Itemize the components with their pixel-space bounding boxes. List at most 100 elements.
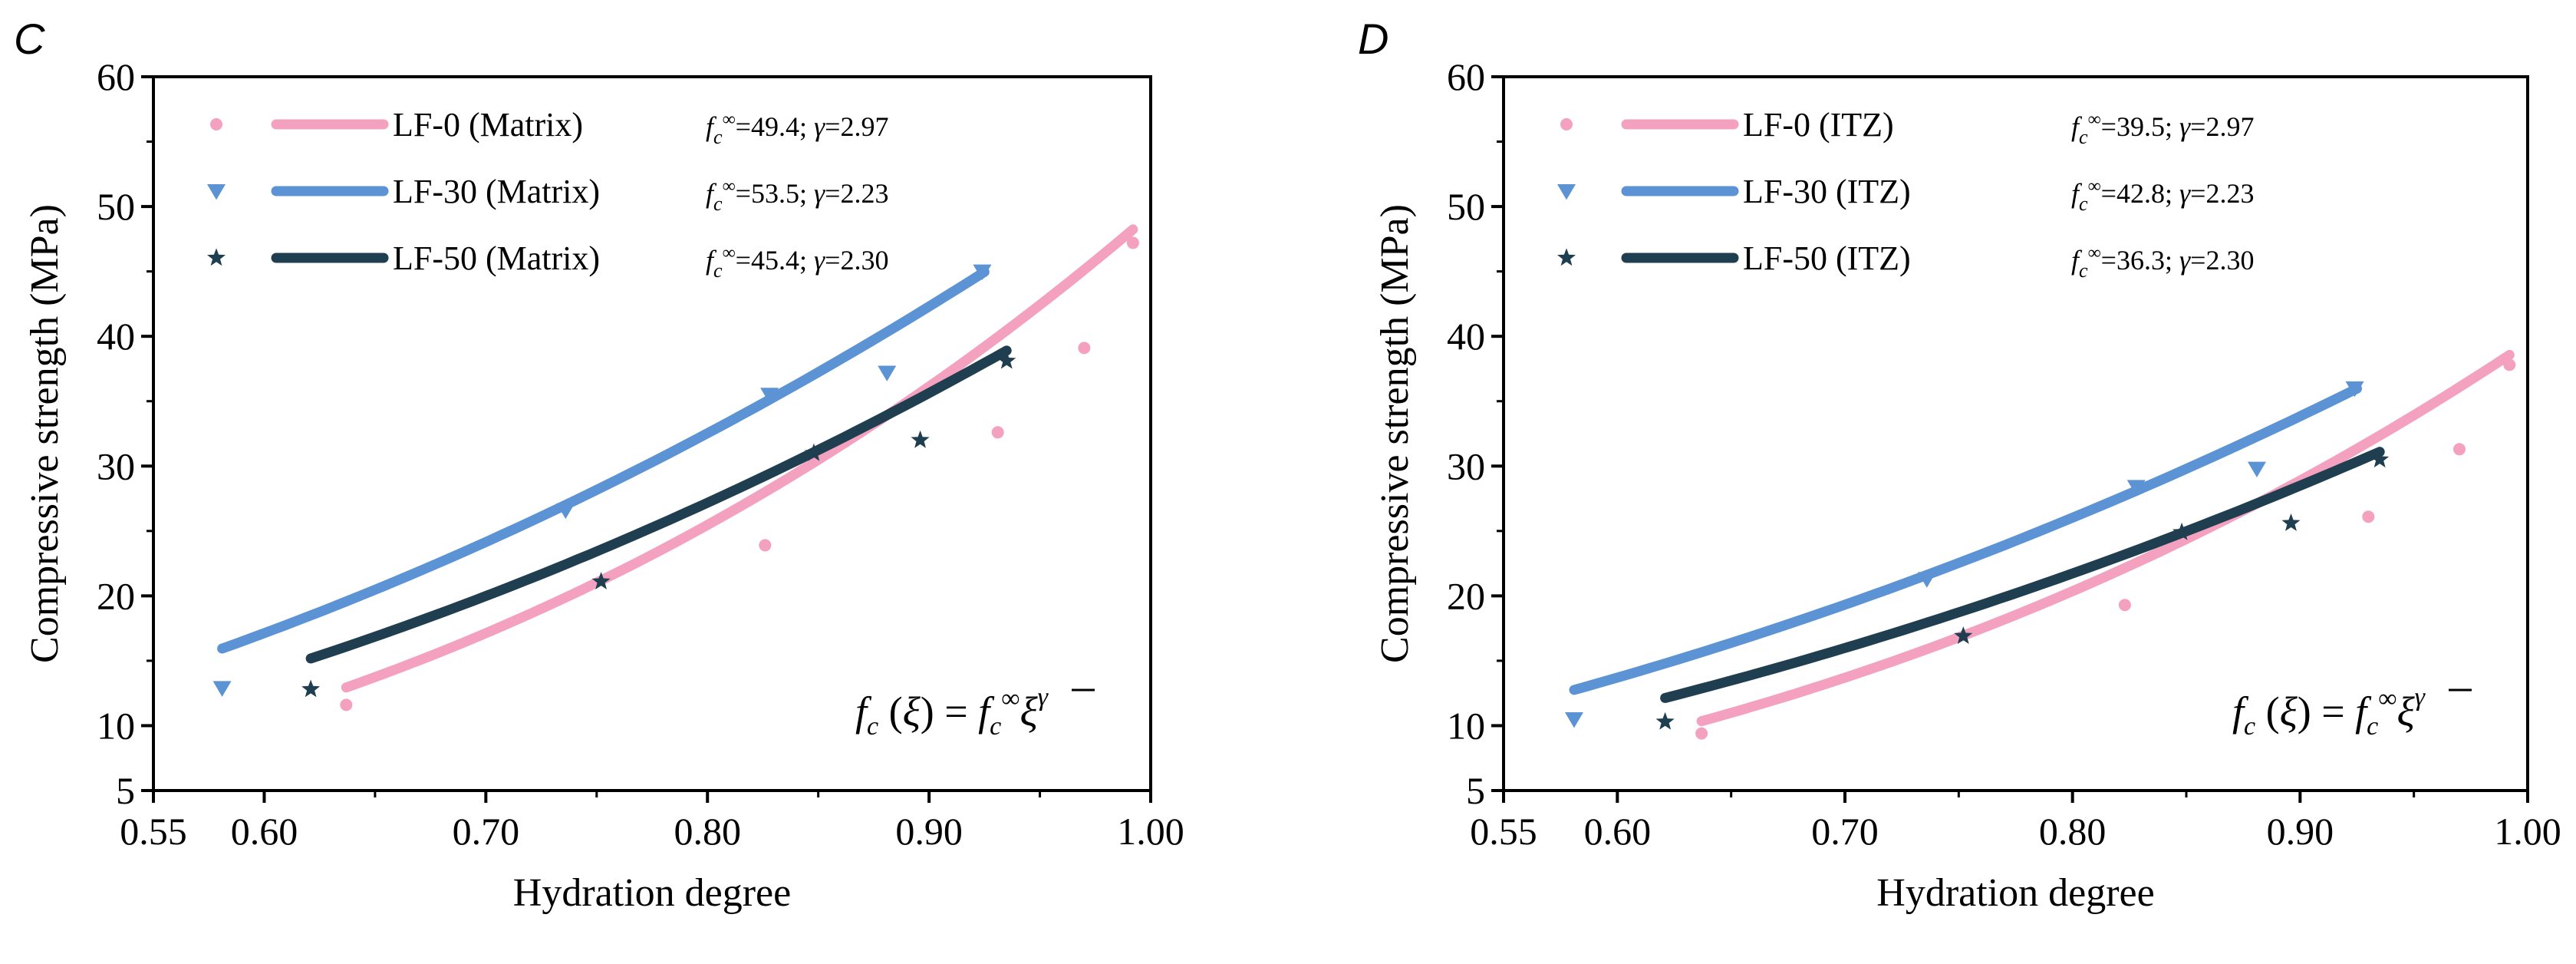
- y-tick-label: 30: [97, 444, 135, 487]
- data-point: [804, 443, 823, 461]
- param-annotation: fc∞=45.4; γ=2.30: [706, 243, 888, 282]
- data-point: [1695, 727, 1708, 740]
- y-axis-title: Compressive strength (MPa): [23, 204, 67, 663]
- y-tick-label: 60: [97, 55, 135, 98]
- y-tick-label: 60: [1447, 55, 1485, 98]
- x-axis-title: Hydration degree: [513, 871, 791, 915]
- x-tick-label: 1.00: [2494, 810, 2561, 853]
- data-point: [1078, 342, 1091, 355]
- fit-curve: [217, 266, 990, 654]
- y-tick-label: 5: [1466, 769, 1485, 812]
- y-tick-label: 40: [97, 315, 135, 358]
- legend-label: LF-0 (Matrix): [393, 106, 583, 144]
- data-point: [1655, 711, 1675, 730]
- legend-marker: [207, 248, 226, 266]
- param-annotation: fc∞=36.3; γ=2.30: [2071, 243, 2254, 282]
- y-tick-label: 10: [97, 704, 135, 747]
- x-tick-label: 0.55: [120, 810, 187, 853]
- x-tick-label: 0.80: [674, 810, 741, 853]
- param-annotation: fc∞=39.5; γ=2.97: [2071, 110, 2254, 148]
- data-point: [1126, 236, 1139, 249]
- fit-curve: [341, 224, 1138, 693]
- x-tick-label: 0.60: [231, 810, 298, 853]
- data-point: [2172, 522, 2192, 540]
- y-tick-label: 50: [97, 185, 135, 228]
- series-0: [1695, 349, 2516, 740]
- y-tick-label: 20: [97, 574, 135, 617]
- x-axis-title: Hydration degree: [1876, 871, 2154, 915]
- series-0: [340, 224, 1139, 711]
- chart-panel-d: D 5 10 20 30 40 50 60 0.55 0.60 0.70 0.80 0.90 1.00 Hy…: [1358, 15, 2561, 915]
- x-tick-label: 0.80: [2039, 810, 2107, 853]
- legend-label: LF-50 (Matrix): [393, 239, 600, 277]
- param-annotation: fc∞=53.5; γ=2.23: [706, 177, 888, 215]
- series-2: [301, 345, 1016, 698]
- data-point: [759, 539, 772, 552]
- legend-label: LF-30 (ITZ): [1743, 173, 1911, 210]
- y-tick-label: 40: [1447, 315, 1485, 358]
- x-tick-label: 0.70: [453, 810, 520, 853]
- fit-curve: [305, 345, 1012, 664]
- data-point: [2126, 480, 2146, 496]
- data-point: [991, 426, 1004, 439]
- series-2: [1655, 447, 2390, 730]
- fit-formula: fc (ξ) = fc∞ξγ: [855, 683, 1049, 741]
- data-point: [2247, 461, 2266, 478]
- y-tick-label: 5: [116, 769, 135, 812]
- series-1: [1564, 381, 2364, 728]
- panel-label: D: [1358, 15, 1388, 63]
- series-1: [212, 264, 992, 697]
- legend-marker: [1557, 184, 1576, 200]
- y-tick-label: 10: [1447, 704, 1485, 747]
- data-point: [591, 572, 611, 589]
- data-point: [973, 264, 992, 281]
- data-point: [340, 698, 353, 711]
- legend: LF-0 (Matrix) fc∞=49.4; γ=2.97 LF-30 (Matr…: [207, 106, 888, 282]
- data-point: [760, 388, 779, 404]
- y-tick-label: 20: [1447, 574, 1485, 617]
- fit-formula: fc (ξ) = fc∞ξγ: [2232, 683, 2426, 741]
- data-point: [1564, 712, 1583, 728]
- legend-label: LF-0 (ITZ): [1743, 106, 1894, 144]
- legend-marker: [210, 118, 222, 130]
- data-point: [2362, 510, 2375, 523]
- plot-frame: [152, 75, 1152, 792]
- data-point: [2453, 443, 2466, 456]
- legend-marker: [207, 184, 226, 200]
- legend-marker: [1557, 248, 1576, 266]
- y-tick-label: 30: [1447, 444, 1485, 487]
- x-tick-label: 0.90: [2267, 810, 2334, 853]
- data-point: [1917, 572, 1936, 588]
- legend-label: LF-50 (ITZ): [1743, 239, 1911, 277]
- x-tick-label: 0.55: [1470, 810, 1537, 853]
- y-axis-title: Compressive strength (MPa): [1373, 204, 1417, 663]
- legend-label: LF-30 (Matrix): [393, 173, 600, 210]
- data-point: [212, 681, 232, 697]
- param-annotation: fc∞=42.8; γ=2.23: [2071, 177, 2254, 215]
- data-point: [2345, 381, 2364, 398]
- fit-curve: [1696, 349, 2515, 727]
- data-point: [878, 365, 897, 381]
- data-point: [2370, 450, 2390, 468]
- panel-label: C: [14, 15, 45, 63]
- param-annotation: fc∞=49.4; γ=2.97: [706, 110, 888, 148]
- fit-curve: [1569, 383, 2362, 695]
- data-point: [301, 679, 321, 698]
- x-tick-label: 0.60: [1584, 810, 1652, 853]
- data-point: [556, 503, 575, 520]
- fit-curve: [1660, 447, 2385, 703]
- data-point: [1954, 626, 1973, 644]
- y-tick-label: 50: [1447, 185, 1485, 228]
- data-point: [2118, 599, 2131, 612]
- chart-panel-c: C 5 10 20 30 40 50 60 0.55 0.60 0.70 0.80 0.90 1.00 Hy…: [14, 15, 1184, 915]
- data-point: [2281, 513, 2301, 531]
- x-tick-label: 0.70: [1811, 810, 1879, 853]
- plot-frame: [1502, 75, 2529, 792]
- legend: LF-0 (ITZ) fc∞=39.5; γ=2.97 LF-30 (ITZ) fc∞…: [1557, 106, 2254, 282]
- legend-marker: [1560, 118, 1573, 130]
- data-point: [2503, 358, 2516, 371]
- x-tick-label: 0.90: [895, 810, 963, 853]
- data-point: [997, 351, 1016, 369]
- data-point: [911, 430, 930, 448]
